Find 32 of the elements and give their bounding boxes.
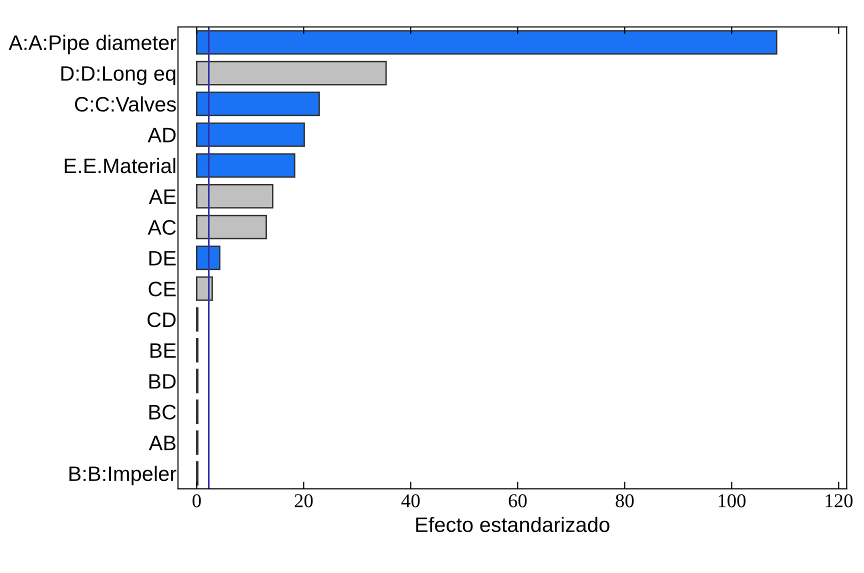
y-tick-label: AE <box>148 189 176 204</box>
bar <box>196 122 305 147</box>
bar <box>196 92 320 116</box>
x-tick-label: 40 <box>401 494 420 508</box>
y-tick-label: AB <box>148 436 176 450</box>
y-tick-label: C:C:Valves <box>74 96 176 112</box>
x-axis-title: Efecto estandarizado <box>416 516 610 532</box>
y-tick-label: CD <box>148 312 176 328</box>
y-tick-label: DE <box>149 251 176 266</box>
bar <box>196 184 274 209</box>
bar <box>196 153 296 178</box>
y-tick-label: BE <box>150 343 176 358</box>
bar <box>196 60 387 86</box>
y-tick-label: BC <box>149 404 176 420</box>
x-tick-label: 0 <box>192 494 201 508</box>
bar <box>196 246 220 270</box>
y-tick-label: AC <box>148 220 176 235</box>
y-tick-label: D:D:Long eq <box>61 66 176 85</box>
x-tick-label: 100 <box>718 494 746 508</box>
x-tick-label: 20 <box>294 494 313 508</box>
y-tick-label: E.E.Material <box>64 158 176 174</box>
x-tick-label: 80 <box>616 494 634 508</box>
bar <box>196 276 213 301</box>
y-tick-label: BD <box>149 374 176 389</box>
y-tick-label: CE <box>148 282 176 296</box>
x-tick-label: 60 <box>508 494 527 508</box>
y-tick-label: A:A:Pipe diameter <box>8 34 176 54</box>
bar <box>196 30 778 55</box>
y-tick-label: B:B:Impeler <box>69 466 176 486</box>
y-tick-label: AD <box>148 128 176 142</box>
bar <box>196 214 267 240</box>
x-tick-label: 120 <box>826 494 853 508</box>
